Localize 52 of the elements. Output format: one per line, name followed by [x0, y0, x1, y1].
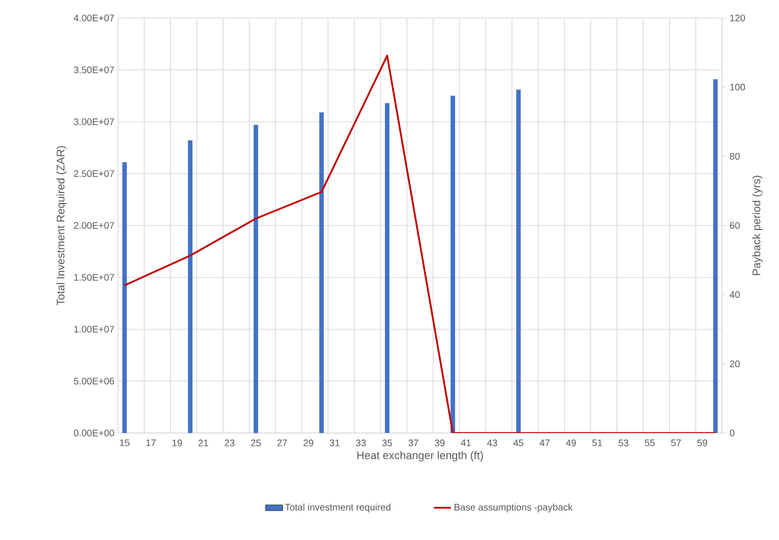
x-tick-label: 17 — [146, 440, 156, 446]
y-tick-label: 4.00E+07 — [74, 14, 114, 22]
x-axis-title: Heat exchanger length (ft) — [357, 451, 483, 462]
x-tick-label: 43 — [487, 440, 498, 446]
y-tick-label: 2.50E+07 — [74, 170, 114, 177]
y-axis-title: Total Investment Required (ZAR) — [56, 146, 67, 306]
x-tick-label: 55 — [644, 440, 655, 446]
x-tick-label: 35 — [382, 440, 392, 446]
y2-tick-label: 20 — [730, 360, 740, 368]
x-tick-label: 19 — [172, 440, 182, 446]
y-tick-label: 1.00E+07 — [74, 326, 114, 333]
x-tick-label: 51 — [592, 440, 602, 446]
y2-tick-label: 0 — [730, 430, 734, 436]
bar — [254, 124, 258, 433]
y-tick-label: 5.00E+06 — [74, 378, 114, 384]
x-tick-label: 47 — [540, 440, 550, 446]
x-tick-label: 27 — [277, 440, 287, 446]
bar — [384, 103, 390, 433]
y-tick-label: 3.50E+07 — [74, 66, 114, 74]
y-tick-label: 3.00E+07 — [74, 118, 114, 126]
y-tick-label: 1.50E+07 — [74, 274, 114, 281]
y2-tick-label: 120 — [730, 14, 746, 22]
bar — [122, 162, 127, 433]
y-tick-label: 2.00E+07 — [74, 222, 114, 229]
bar — [516, 90, 521, 433]
legend-label: Base assumptions -payback — [454, 504, 573, 512]
x-tick-label: 49 — [566, 440, 576, 446]
x-tick-label: 41 — [460, 440, 471, 446]
x-tick-label: 23 — [224, 440, 234, 446]
bar — [319, 112, 324, 433]
x-tick-label: 59 — [697, 440, 708, 446]
y2-tick-label: 60 — [730, 222, 740, 229]
x-tick-label: 31 — [330, 440, 340, 446]
x-tick-label: 45 — [513, 440, 524, 446]
y2-tick-label: 80 — [730, 152, 740, 160]
legend-label: Total investment required — [285, 504, 390, 512]
x-tick-label: 33 — [356, 440, 366, 446]
y2-tick-label: 100 — [730, 84, 746, 91]
y2-axis-title: Payback period (yrs) — [752, 176, 762, 276]
bar — [713, 79, 718, 433]
x-tick-label: 21 — [198, 440, 208, 446]
x-tick-label: 37 — [408, 440, 418, 446]
x-tick-label: 25 — [251, 440, 261, 446]
x-tick-label: 53 — [618, 440, 628, 446]
bar — [188, 140, 192, 433]
bar — [450, 96, 456, 433]
x-tick-label: 57 — [671, 440, 681, 446]
y2-tick-label: 40 — [730, 291, 740, 298]
x-tick-label: 39 — [434, 440, 445, 446]
y-tick-label: 0.00E+00 — [74, 430, 114, 436]
x-tick-label: 15 — [120, 440, 130, 446]
x-tick-label: 29 — [304, 440, 314, 446]
